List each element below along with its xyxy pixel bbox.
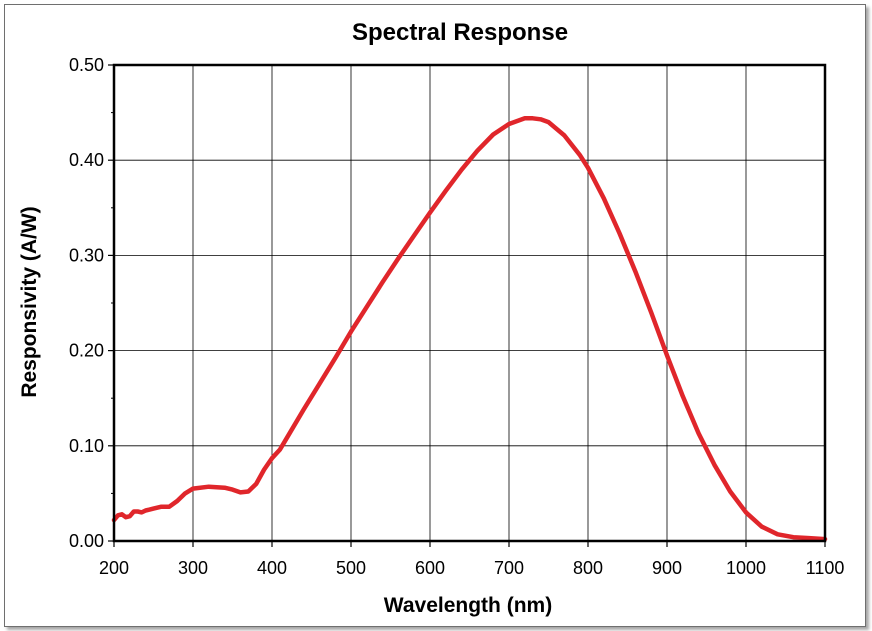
x-tick-label: 1000 (726, 558, 766, 578)
x-tick-label: 500 (336, 558, 366, 578)
x-tick-label: 800 (573, 558, 603, 578)
series-layer (111, 116, 828, 542)
grid (114, 65, 825, 541)
x-tick-label: 900 (652, 558, 682, 578)
y-tick-label: 0.40 (69, 150, 104, 170)
x-axis-title: Wavelength (nm) (384, 594, 552, 617)
x-tick-label: 300 (178, 558, 208, 578)
x-tick-label: 700 (494, 558, 524, 578)
y-axis-title: Responsivity (A/W) (18, 206, 41, 397)
y-tick-label: 0.10 (69, 436, 104, 456)
chart-title: Spectral Response (352, 19, 568, 46)
x-tick-label: 400 (257, 558, 287, 578)
responsivity-series-line (111, 116, 828, 542)
y-tick-label: 0.30 (69, 245, 104, 265)
axis-ticks: 200 300 400 500 600 700 800 900 1000 1100 0.00 0.10… (69, 55, 844, 578)
x-tick-label: 600 (415, 558, 445, 578)
y-tick-label: 0.50 (69, 55, 104, 75)
y-tick-label: 0.20 (69, 341, 104, 361)
y-tick-label: 0.00 (69, 531, 104, 551)
chart-frame (4, 4, 866, 627)
x-tick-label: 1100 (806, 558, 845, 578)
x-tick-label: 200 (99, 558, 129, 578)
